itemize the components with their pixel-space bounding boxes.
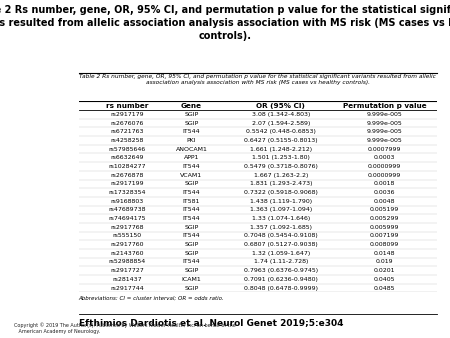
Text: 0.0148: 0.0148 bbox=[374, 251, 396, 256]
Text: rs number: rs number bbox=[106, 103, 148, 109]
Text: IT544: IT544 bbox=[183, 129, 200, 134]
Text: 0.7963 (0.6376-0.9745): 0.7963 (0.6376-0.9745) bbox=[244, 268, 318, 273]
Text: OR (95% CI): OR (95% CI) bbox=[256, 103, 305, 109]
Text: 9.999e-005: 9.999e-005 bbox=[367, 112, 402, 117]
Text: 0.7322 (0.5918-0.9068): 0.7322 (0.5918-0.9068) bbox=[244, 190, 318, 195]
Text: Table 2 Rs number, gene, OR, 95% CI, and permutation p value for the statistical: Table 2 Rs number, gene, OR, 95% CI, and… bbox=[0, 5, 450, 41]
Text: 0.0485: 0.0485 bbox=[374, 286, 396, 291]
Text: 0.0201: 0.0201 bbox=[374, 268, 396, 273]
Text: 0.0036: 0.0036 bbox=[374, 190, 396, 195]
Text: 1.667 (1.263-2.2): 1.667 (1.263-2.2) bbox=[254, 173, 308, 178]
Text: rs2676076: rs2676076 bbox=[110, 121, 144, 126]
Text: 0.008099: 0.008099 bbox=[370, 242, 399, 247]
Text: 0.0000999: 0.0000999 bbox=[368, 173, 401, 178]
Text: PKI: PKI bbox=[187, 138, 196, 143]
Text: rs52988854: rs52988854 bbox=[108, 260, 146, 265]
Text: 1.74 (1.11-2.728): 1.74 (1.11-2.728) bbox=[254, 260, 308, 265]
Text: rs281437: rs281437 bbox=[112, 277, 142, 282]
Text: rs10284277: rs10284277 bbox=[108, 164, 146, 169]
Text: 3.08 (1.342-4.803): 3.08 (1.342-4.803) bbox=[252, 112, 310, 117]
Text: rs2917768: rs2917768 bbox=[110, 225, 144, 230]
Text: Permutation p value: Permutation p value bbox=[343, 103, 427, 109]
Text: rs555150: rs555150 bbox=[112, 234, 142, 238]
Text: rs57985646: rs57985646 bbox=[108, 147, 146, 152]
Text: SGIP: SGIP bbox=[184, 286, 198, 291]
Text: SGIP: SGIP bbox=[184, 182, 198, 186]
Text: 1.32 (1.059-1.647): 1.32 (1.059-1.647) bbox=[252, 251, 310, 256]
Text: rs9168803: rs9168803 bbox=[110, 199, 144, 204]
Text: rs2917179: rs2917179 bbox=[110, 112, 144, 117]
Text: 0.5479 (0.3718-0.8076): 0.5479 (0.3718-0.8076) bbox=[244, 164, 318, 169]
Text: ANOCAM1: ANOCAM1 bbox=[176, 147, 207, 152]
Text: 1.33 (1.074-1.646): 1.33 (1.074-1.646) bbox=[252, 216, 310, 221]
Text: 1.357 (1.092-1.685): 1.357 (1.092-1.685) bbox=[250, 225, 312, 230]
Text: 1.501 (1.253-1.80): 1.501 (1.253-1.80) bbox=[252, 155, 310, 160]
Text: 0.5542 (0.448-0.6853): 0.5542 (0.448-0.6853) bbox=[246, 129, 316, 134]
Text: IT544: IT544 bbox=[183, 234, 200, 238]
Text: 9.999e-005: 9.999e-005 bbox=[367, 121, 402, 126]
Text: 1.438 (1.119-1.790): 1.438 (1.119-1.790) bbox=[250, 199, 312, 204]
Text: SGIP: SGIP bbox=[184, 242, 198, 247]
Text: SGIP: SGIP bbox=[184, 268, 198, 273]
Text: 0.0003: 0.0003 bbox=[374, 155, 396, 160]
Text: 0.6807 (0.5127-0.9038): 0.6807 (0.5127-0.9038) bbox=[244, 242, 318, 247]
Text: Abbreviations: CI = cluster interval; OR = odds ratio.: Abbreviations: CI = cluster interval; OR… bbox=[79, 296, 225, 301]
Text: rs2917199: rs2917199 bbox=[110, 182, 144, 186]
Text: 0.0405: 0.0405 bbox=[374, 277, 396, 282]
Text: rs47689738: rs47689738 bbox=[108, 208, 146, 212]
Text: 0.7091 (0.6236-0.9480): 0.7091 (0.6236-0.9480) bbox=[244, 277, 318, 282]
Text: 9.999e-005: 9.999e-005 bbox=[367, 129, 402, 134]
Text: 0.005199: 0.005199 bbox=[370, 208, 399, 212]
Text: 0.019: 0.019 bbox=[376, 260, 393, 265]
Text: Copyright © 2019 The Author(s). Published by Wolters Kluwer Health, Inc. on beha: Copyright © 2019 The Author(s). Publishe… bbox=[14, 323, 235, 334]
Text: SGIP: SGIP bbox=[184, 121, 198, 126]
Text: rs2143760: rs2143760 bbox=[110, 251, 144, 256]
Text: 0.0007999: 0.0007999 bbox=[368, 147, 401, 152]
Text: Gene: Gene bbox=[181, 103, 202, 109]
Text: Efthimios Dardiotis et al. Neurol Genet 2019;5:e304: Efthimios Dardiotis et al. Neurol Genet … bbox=[79, 318, 343, 327]
Text: 9.999e-005: 9.999e-005 bbox=[367, 138, 402, 143]
Text: IT544: IT544 bbox=[183, 208, 200, 212]
Text: IT544: IT544 bbox=[183, 164, 200, 169]
Text: VCAM1: VCAM1 bbox=[180, 173, 202, 178]
Text: rs2917744: rs2917744 bbox=[110, 286, 144, 291]
Text: rs6721763: rs6721763 bbox=[110, 129, 144, 134]
Text: 0.005299: 0.005299 bbox=[370, 216, 400, 221]
Text: rs6632649: rs6632649 bbox=[110, 155, 144, 160]
Text: APP1: APP1 bbox=[184, 155, 199, 160]
Text: 0.007199: 0.007199 bbox=[370, 234, 400, 238]
Text: SGIP: SGIP bbox=[184, 225, 198, 230]
Text: 1.661 (1.248-2.212): 1.661 (1.248-2.212) bbox=[250, 147, 312, 152]
Text: rs74694175: rs74694175 bbox=[108, 216, 146, 221]
Text: IT544: IT544 bbox=[183, 190, 200, 195]
Text: 1.831 (1.293-2.473): 1.831 (1.293-2.473) bbox=[250, 182, 312, 186]
Text: IT544: IT544 bbox=[183, 216, 200, 221]
Text: rs17328354: rs17328354 bbox=[108, 190, 146, 195]
Text: 0.7048 (0.5454-0.9108): 0.7048 (0.5454-0.9108) bbox=[244, 234, 318, 238]
Text: 2.07 (1.594-2.589): 2.07 (1.594-2.589) bbox=[252, 121, 310, 126]
Text: SGIP: SGIP bbox=[184, 251, 198, 256]
Text: 0.8048 (0.6478-0.9999): 0.8048 (0.6478-0.9999) bbox=[244, 286, 318, 291]
Text: rs2917760: rs2917760 bbox=[110, 242, 144, 247]
Text: 0.0000999: 0.0000999 bbox=[368, 164, 401, 169]
Text: IT581: IT581 bbox=[183, 199, 200, 204]
Text: 0.6427 (0.5155-0.8013): 0.6427 (0.5155-0.8013) bbox=[244, 138, 318, 143]
Text: IT544: IT544 bbox=[183, 260, 200, 265]
Text: 0.005999: 0.005999 bbox=[370, 225, 400, 230]
Text: rs2917727: rs2917727 bbox=[110, 268, 144, 273]
Text: SGIP: SGIP bbox=[184, 112, 198, 117]
Text: rs4258258: rs4258258 bbox=[110, 138, 144, 143]
Text: 0.0018: 0.0018 bbox=[374, 182, 395, 186]
Text: rs2676878: rs2676878 bbox=[110, 173, 144, 178]
Text: 0.0048: 0.0048 bbox=[374, 199, 396, 204]
Text: ICAM1: ICAM1 bbox=[181, 277, 201, 282]
Text: 1.363 (1.097-1.094): 1.363 (1.097-1.094) bbox=[250, 208, 312, 212]
Text: Table 2 Rs number, gene, OR, 95% CI, and permutation p value for the statistical: Table 2 Rs number, gene, OR, 95% CI, and… bbox=[79, 74, 436, 85]
